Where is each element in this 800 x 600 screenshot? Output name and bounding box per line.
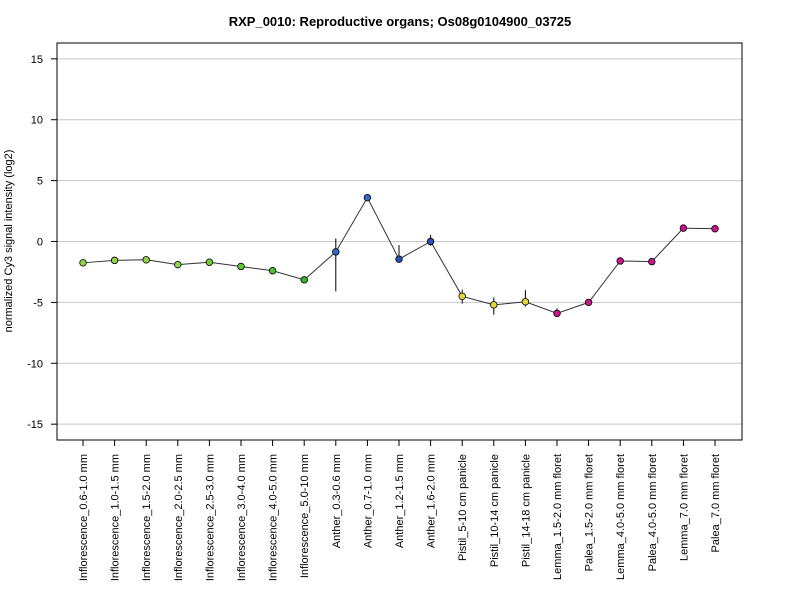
x-tick-label: Inflorescence_3.0-4.0 mm	[236, 454, 248, 581]
x-tick-label: Palea_4.0-5.0 mm floret	[647, 454, 659, 571]
data-point	[142, 256, 150, 264]
data-point	[584, 298, 593, 307]
x-axis: Inflorescence_0.6-1.0 mm Inflorescence_1.…	[78, 440, 722, 581]
x-tick-label: Palea_1.5-2.0 mm floret	[584, 454, 596, 571]
data-point	[332, 248, 340, 256]
data-point	[205, 258, 214, 266]
data-point	[268, 267, 277, 275]
y-axis: -15 -10 -5 0 5 10 15	[27, 54, 57, 431]
data-point	[300, 276, 308, 284]
x-tick-label: Lemma_4.0-5.0 mm floret	[615, 454, 627, 580]
x-tick-label: Lemma_7.0 mm floret	[678, 454, 690, 561]
x-tick-label: Pistil_5-10 cm panicle	[457, 454, 469, 561]
data-point	[490, 301, 498, 309]
x-tick-label: Inflorescence_1.5-2.0 mm	[141, 454, 153, 581]
data-point	[616, 257, 624, 265]
data-point	[395, 255, 403, 263]
y-tick-label: 5	[37, 176, 43, 188]
data-point	[426, 237, 435, 246]
y-tick-label: -10	[27, 358, 43, 370]
x-tick-label: Inflorescence_2.0-2.5 mm	[173, 454, 185, 581]
x-tick-label: Inflorescence_2.5-3.0 mm	[204, 454, 216, 581]
x-tick-label: Anther_0.3-0.6 mm	[331, 454, 343, 548]
y-tick-label: -5	[33, 297, 43, 309]
data-point	[521, 298, 530, 306]
y-axis-label: normalized Cy3 signal intensity (log2)	[3, 150, 15, 333]
x-tick-label: Pistil_14-18 cm panicle	[520, 454, 532, 567]
x-tick-label: Inflorescence_1.0-1.5 mm	[110, 454, 122, 581]
y-tick-label: 0	[37, 237, 43, 249]
data-point	[363, 193, 372, 202]
data-point	[110, 256, 119, 265]
data-point	[458, 292, 466, 301]
x-tick-label: Anther_1.6-2.0 mm	[426, 454, 438, 548]
data-point	[174, 260, 182, 269]
series-line	[79, 193, 719, 318]
x-tick-label: Inflorescence_4.0-5.0 mm	[268, 454, 280, 581]
chart-title: RXP_0010: Reproductive organs; Os08g0104…	[229, 14, 572, 29]
x-tick-label: Inflorescence_0.6-1.0 mm	[78, 454, 90, 581]
x-tick-label: Inflorescence_5.0-10 mm	[299, 454, 311, 578]
y-tick-label: 15	[31, 54, 43, 66]
x-tick-label: Anther_0.7-1.0 mm	[362, 454, 374, 548]
x-tick-label: Pistil_10-14 cm panicle	[489, 454, 501, 567]
gridlines	[57, 58, 742, 425]
data-point	[237, 262, 245, 271]
x-tick-label: Lemma_1.5-2.0 mm floret	[552, 454, 564, 580]
data-point	[648, 257, 656, 266]
data-point	[553, 309, 561, 318]
data-point	[79, 259, 87, 267]
x-tick-label: Palea_7.0 mm floret	[710, 454, 722, 552]
data-point	[679, 224, 688, 232]
x-tick-label: Anther_1.2-1.5 mm	[394, 454, 406, 548]
y-tick-label: 10	[31, 115, 43, 127]
y-tick-label: -15	[27, 419, 43, 431]
data-point	[711, 225, 719, 233]
